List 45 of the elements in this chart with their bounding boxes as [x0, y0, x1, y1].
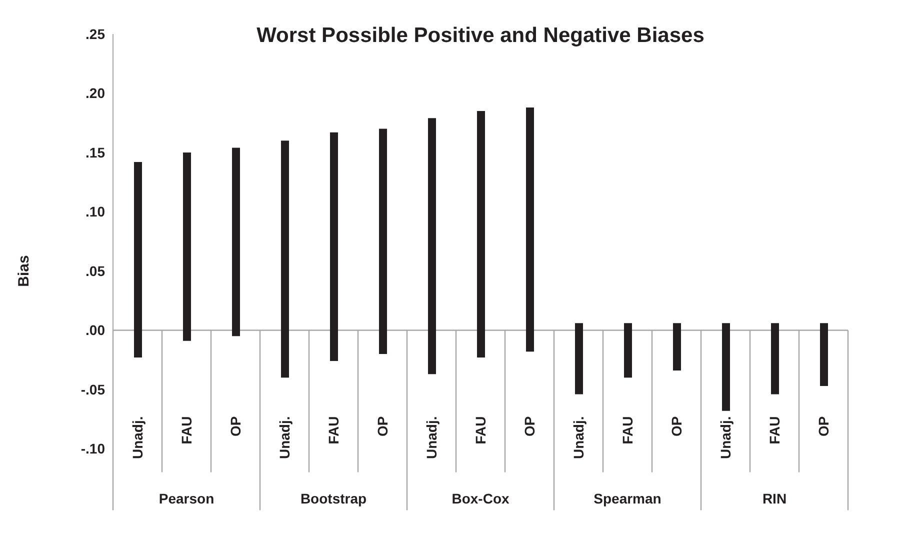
y-tick-label: .05: [86, 262, 106, 279]
annotation: Spearman: [594, 490, 662, 506]
bar: [232, 148, 240, 336]
annotation: Box-Cox: [452, 490, 510, 506]
bar: [379, 128, 387, 354]
bar: [624, 323, 632, 378]
x-tick-label: OP: [228, 416, 244, 436]
x-tick-label: Unadj.: [570, 416, 586, 460]
bar: [330, 132, 338, 362]
bar: [722, 323, 730, 411]
chart-title: Worst Possible Positive and Negative Biases: [256, 24, 706, 48]
x-tick-label: FAU: [178, 416, 194, 444]
x-tick-label: OP: [374, 416, 390, 436]
x-tick-label: Unadj.: [718, 416, 734, 460]
bar: [526, 107, 534, 352]
y-tick-label: .20: [86, 85, 106, 102]
y-tick-label: .15: [86, 144, 106, 160]
annotation: Pearson: [158, 490, 214, 506]
y-tick-label: -.05: [80, 381, 106, 398]
annotation: RIN: [762, 490, 787, 506]
bar: [820, 323, 828, 386]
x-tick-label: OP: [816, 416, 832, 436]
x-tick-label: FAU: [620, 416, 636, 444]
bar: [575, 323, 583, 394]
bar: [183, 152, 191, 341]
bar: [477, 111, 485, 358]
y-axis-title: Bias: [15, 255, 32, 287]
bar: [134, 162, 142, 358]
x-tick-label: Unadj.: [276, 416, 292, 460]
y-tick-label: .10: [86, 204, 106, 220]
bar: [428, 118, 436, 374]
y-tick-label: .25: [86, 26, 106, 42]
bar: [673, 323, 681, 371]
x-tick-label: FAU: [326, 416, 342, 444]
x-tick-label: Unadj.: [130, 416, 146, 460]
x-tick-label: OP: [522, 416, 538, 436]
x-tick-label: Unadj.: [424, 416, 440, 460]
y-tick-label: -.10: [80, 440, 106, 457]
bar: [281, 140, 289, 378]
x-tick-label: OP: [668, 416, 684, 436]
x-tick-label: FAU: [472, 416, 488, 444]
x-tick-label: FAU: [766, 416, 782, 444]
bar: [771, 323, 779, 394]
y-tick-label: .00: [86, 322, 106, 338]
annotation: Bootstrap: [300, 490, 367, 506]
